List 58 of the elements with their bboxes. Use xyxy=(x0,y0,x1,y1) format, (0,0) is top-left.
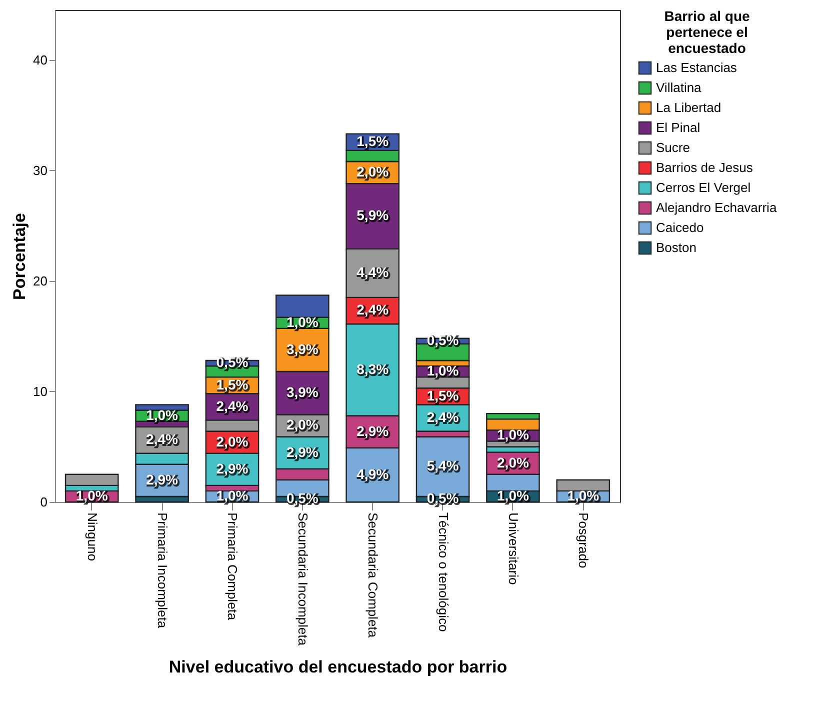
data-label: 0,5% xyxy=(287,491,320,508)
legend-label: Alejandro Echavarria xyxy=(656,200,778,215)
data-label: 1,0% xyxy=(568,488,601,504)
legend-label: Boston xyxy=(656,240,696,255)
x-tick-label: Universitario xyxy=(506,512,521,585)
data-label: 2,4% xyxy=(146,431,179,448)
legend-label: La Libertad xyxy=(656,100,722,115)
y-tick-label: 20 xyxy=(33,273,48,288)
data-label: 1,5% xyxy=(356,133,390,150)
data-label: 0,5% xyxy=(426,490,460,506)
data-label: 2,9% xyxy=(356,422,390,439)
data-label: 2,9% xyxy=(286,444,319,460)
y-axis-title: Porcentaje xyxy=(10,213,30,300)
x-tick-label: Primaria Completa xyxy=(225,512,240,621)
data-label: 4,4% xyxy=(356,264,390,280)
legend-label: Barrios de Jesus xyxy=(656,160,754,175)
data-label: 2,0% xyxy=(497,454,530,470)
data-label: 2,4% xyxy=(216,398,249,414)
x-tick-label: Secundaria Incompleta xyxy=(295,512,310,646)
y-tick-label: 40 xyxy=(33,52,48,68)
data-label: 2,9% xyxy=(216,460,249,476)
data-label: 8,3% xyxy=(356,360,390,377)
y-tick-label: 0 xyxy=(40,494,48,510)
data-label: 4,9% xyxy=(356,466,390,482)
legend-label: Las Estancias xyxy=(656,60,738,75)
data-label: 2,0% xyxy=(216,433,249,450)
data-label: 1,5% xyxy=(428,388,460,404)
x-tick-label: Ninguno xyxy=(84,512,100,561)
data-label: 2,4% xyxy=(426,408,460,425)
legend-label: El Pinal xyxy=(656,120,700,135)
y-tick-label: 30 xyxy=(33,162,48,178)
x-tick-label: Primaria Incompleta xyxy=(155,512,170,629)
data-label: 3,9% xyxy=(286,340,319,357)
x-tick-label: Técnico o tenológico xyxy=(436,512,451,632)
legend-label: Caicedo xyxy=(656,220,704,235)
legend-title: Barrio al que pertenece el encuestado xyxy=(664,8,750,56)
x-axis-title: Nivel educativo del encuestado por barrio xyxy=(168,657,508,676)
data-label: 2,0% xyxy=(356,164,390,180)
data-label: 5,4% xyxy=(426,458,460,474)
data-label: 1,0% xyxy=(287,314,320,331)
legend-label: Sucre xyxy=(656,140,690,155)
data-label: 1,0% xyxy=(498,428,530,444)
data-label: 2,0% xyxy=(286,416,319,433)
data-label: 3,9% xyxy=(286,384,319,400)
x-tick-label: Secundaria Completa xyxy=(366,512,381,638)
data-label: 1,0% xyxy=(217,488,250,504)
data-label: 1,0% xyxy=(76,488,110,504)
data-label: 1,0% xyxy=(426,362,460,379)
data-label: 1,5% xyxy=(217,377,250,394)
y-tick-label: 10 xyxy=(33,384,48,399)
x-tick-label: Posgrado xyxy=(576,512,592,568)
data-label: 1,0% xyxy=(147,408,180,424)
legend-label: Villatina xyxy=(656,80,702,95)
legend-label: Cerros El Vergel xyxy=(656,180,751,195)
data-label: 2,4% xyxy=(356,302,390,318)
data-label: 2,9% xyxy=(146,471,179,488)
data-label: 1,0% xyxy=(498,488,530,504)
data-label: 5,9% xyxy=(356,207,390,224)
